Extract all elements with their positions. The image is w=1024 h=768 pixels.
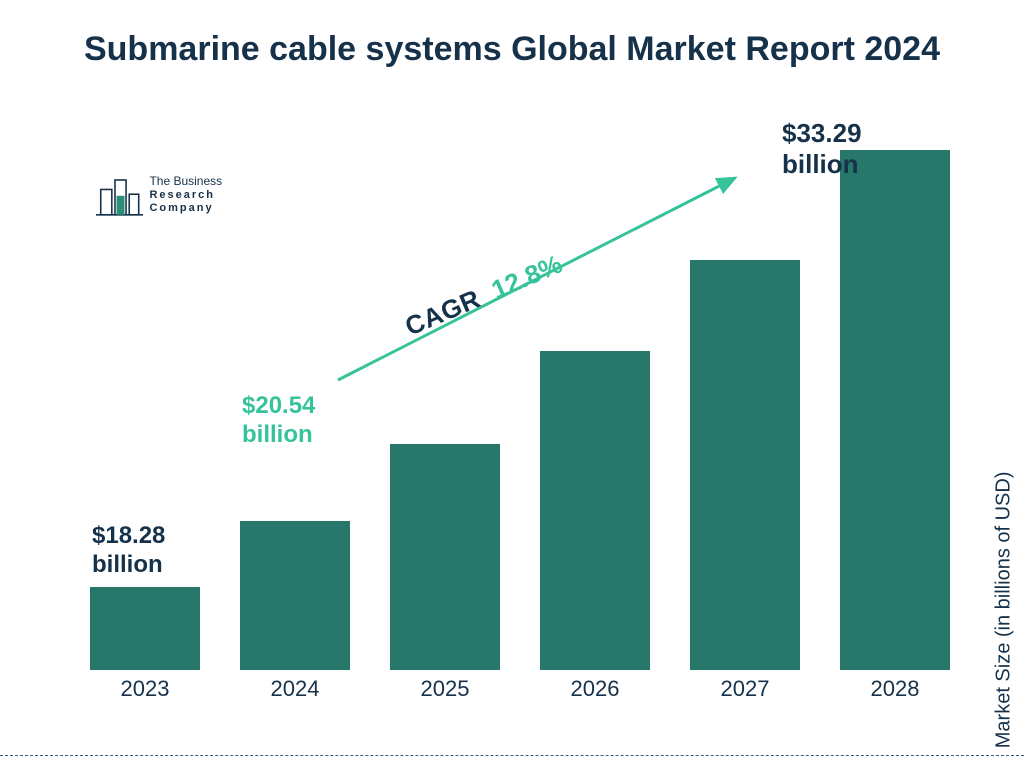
- cagr-arrow-icon: [90, 150, 944, 710]
- x-tick-2023: 2023: [90, 676, 200, 702]
- chart-canvas: Submarine cable systems Global Market Re…: [0, 0, 1024, 768]
- bar-2027: [690, 260, 800, 670]
- bar-2025: [390, 444, 500, 670]
- footer-divider: [0, 755, 1024, 756]
- x-tick-2025: 2025: [390, 676, 500, 702]
- x-tick-2028: 2028: [840, 676, 950, 702]
- bar-2028: [840, 150, 950, 670]
- x-tick-2024: 2024: [240, 676, 350, 702]
- bar-2026: [540, 351, 650, 670]
- y-axis-label: Market Size (in billions of USD): [993, 472, 1016, 749]
- bar-2023: [90, 587, 200, 670]
- data-label-2: $33.29 billion: [782, 118, 944, 180]
- x-tick-2027: 2027: [690, 676, 800, 702]
- chart-title: Submarine cable systems Global Market Re…: [0, 28, 1024, 71]
- data-label-1: $20.54billion: [242, 392, 315, 450]
- bar-2024: [240, 521, 350, 670]
- chart-plot-area: CAGR 12.8% 202320242025202620272028$18.2…: [90, 150, 944, 710]
- data-label-0: $18.28billion: [92, 522, 165, 580]
- x-tick-2026: 2026: [540, 676, 650, 702]
